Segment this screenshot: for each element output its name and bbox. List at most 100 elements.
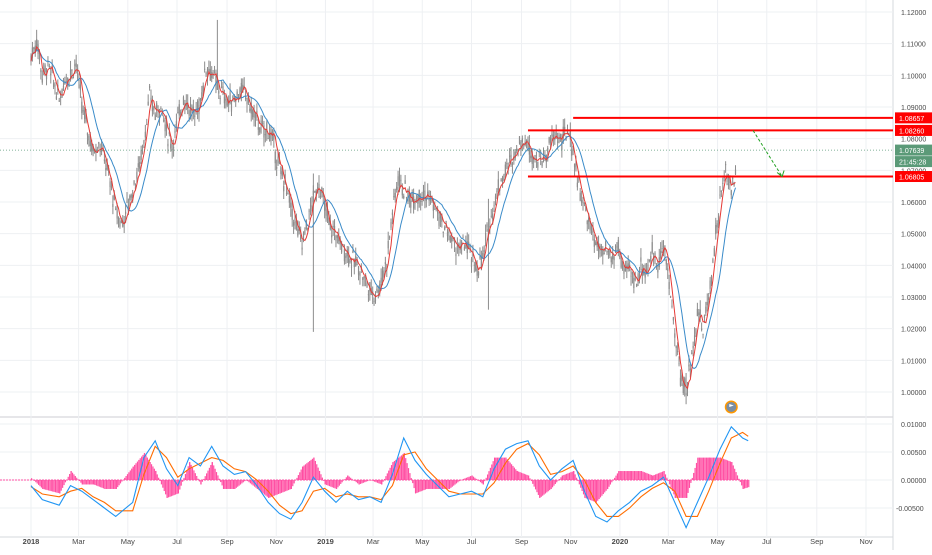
candle-body: [376, 288, 378, 292]
histogram-bar: [138, 459, 140, 480]
indicator-tick-label: 0.01000: [901, 422, 926, 429]
candle-body: [329, 220, 331, 230]
histogram-bar: [520, 472, 523, 480]
histogram-bar: [458, 480, 460, 482]
candle-body: [479, 255, 481, 259]
histogram-bar: [405, 458, 407, 480]
candle-body: [319, 195, 322, 198]
candle-body: [685, 393, 687, 396]
candle-body: [446, 232, 449, 237]
histogram-bar: [690, 480, 692, 483]
histogram-bar: [390, 465, 393, 480]
histogram-bar: [725, 459, 727, 480]
histogram-bar: [232, 480, 235, 489]
candle-body: [438, 217, 440, 226]
candle-body: [288, 195, 290, 203]
candle-body: [401, 189, 403, 196]
candle-body: [733, 182, 735, 186]
candle-body: [69, 69, 72, 75]
candle-body: [489, 226, 491, 228]
histogram-bar: [677, 480, 679, 498]
histogram-bar: [309, 461, 311, 480]
histogram-bar: [355, 480, 357, 483]
histogram-bar: [488, 471, 490, 480]
candle-body: [448, 231, 450, 233]
candle-body: [236, 91, 238, 96]
histogram-bar: [361, 480, 363, 484]
histogram-bar: [159, 480, 161, 482]
histogram-bar: [118, 480, 120, 486]
histogram-bar: [529, 478, 531, 480]
histogram-bar: [191, 467, 194, 480]
histogram-bar: [215, 472, 218, 480]
candle-body: [88, 135, 90, 141]
candle-body: [634, 278, 636, 280]
histogram-bar: [631, 471, 633, 480]
histogram-bar: [152, 466, 154, 480]
histogram-bar: [622, 471, 624, 480]
candle-body: [494, 196, 497, 201]
candle-body: [579, 192, 581, 201]
histogram-bar: [101, 480, 103, 488]
histogram-bar: [52, 480, 54, 492]
candle-body: [132, 194, 134, 199]
histogram-bar: [331, 480, 333, 488]
indicator-panel[interactable]: [0, 425, 750, 529]
candle-body: [668, 282, 670, 290]
histogram-bar: [516, 471, 518, 480]
flag-event-icon[interactable]: [724, 400, 738, 414]
candle-body: [559, 134, 562, 139]
candle-body: [185, 103, 187, 107]
histogram-bar: [503, 457, 506, 480]
candle-body: [554, 138, 556, 141]
histogram-bar: [417, 480, 420, 493]
candle-body: [434, 208, 436, 210]
histogram-bar: [599, 480, 602, 498]
histogram-bar: [330, 480, 332, 487]
candle-body: [75, 63, 77, 68]
histogram-bar: [475, 478, 477, 480]
candle-body: [297, 229, 299, 236]
price-panel[interactable]: [0, 19, 893, 414]
candle-body: [571, 149, 573, 156]
time-tick-label: Jul: [172, 537, 182, 546]
histogram-bar: [728, 460, 730, 480]
candle-body: [538, 152, 540, 154]
histogram-bar: [273, 480, 275, 496]
histogram-bar: [208, 467, 211, 480]
candle-body: [562, 126, 564, 139]
histogram-bar: [410, 478, 412, 480]
candle-body: [117, 217, 120, 223]
histogram-bar: [320, 474, 322, 480]
current-price-badge: [895, 144, 932, 156]
candle-body: [397, 176, 399, 186]
histogram-bar: [42, 480, 44, 489]
price-tick-label: 1.09000: [901, 105, 926, 112]
projection-arrow-line[interactable]: [752, 130, 783, 177]
histogram-bar: [462, 478, 465, 480]
histogram-bar: [321, 477, 323, 480]
candle-body: [213, 72, 216, 74]
histogram-bar: [280, 480, 283, 493]
candle-body: [485, 232, 487, 241]
histogram-bar: [443, 480, 445, 489]
candle-body: [437, 209, 439, 214]
histogram-bar: [652, 475, 654, 480]
candle-body: [729, 178, 731, 183]
histogram-bar: [712, 457, 715, 480]
histogram-bar: [683, 480, 685, 498]
candle-body: [85, 115, 87, 122]
candle-body: [300, 235, 302, 240]
candle-body: [427, 191, 429, 196]
histogram-bar: [608, 480, 610, 487]
candle-body: [144, 131, 146, 138]
histogram-bar: [540, 480, 542, 497]
candle-body: [555, 132, 557, 136]
histogram-bar: [351, 478, 353, 480]
histogram-bar: [190, 464, 192, 480]
candle-body: [624, 267, 626, 272]
histogram-bar: [722, 458, 724, 480]
histogram-bar: [496, 457, 499, 480]
